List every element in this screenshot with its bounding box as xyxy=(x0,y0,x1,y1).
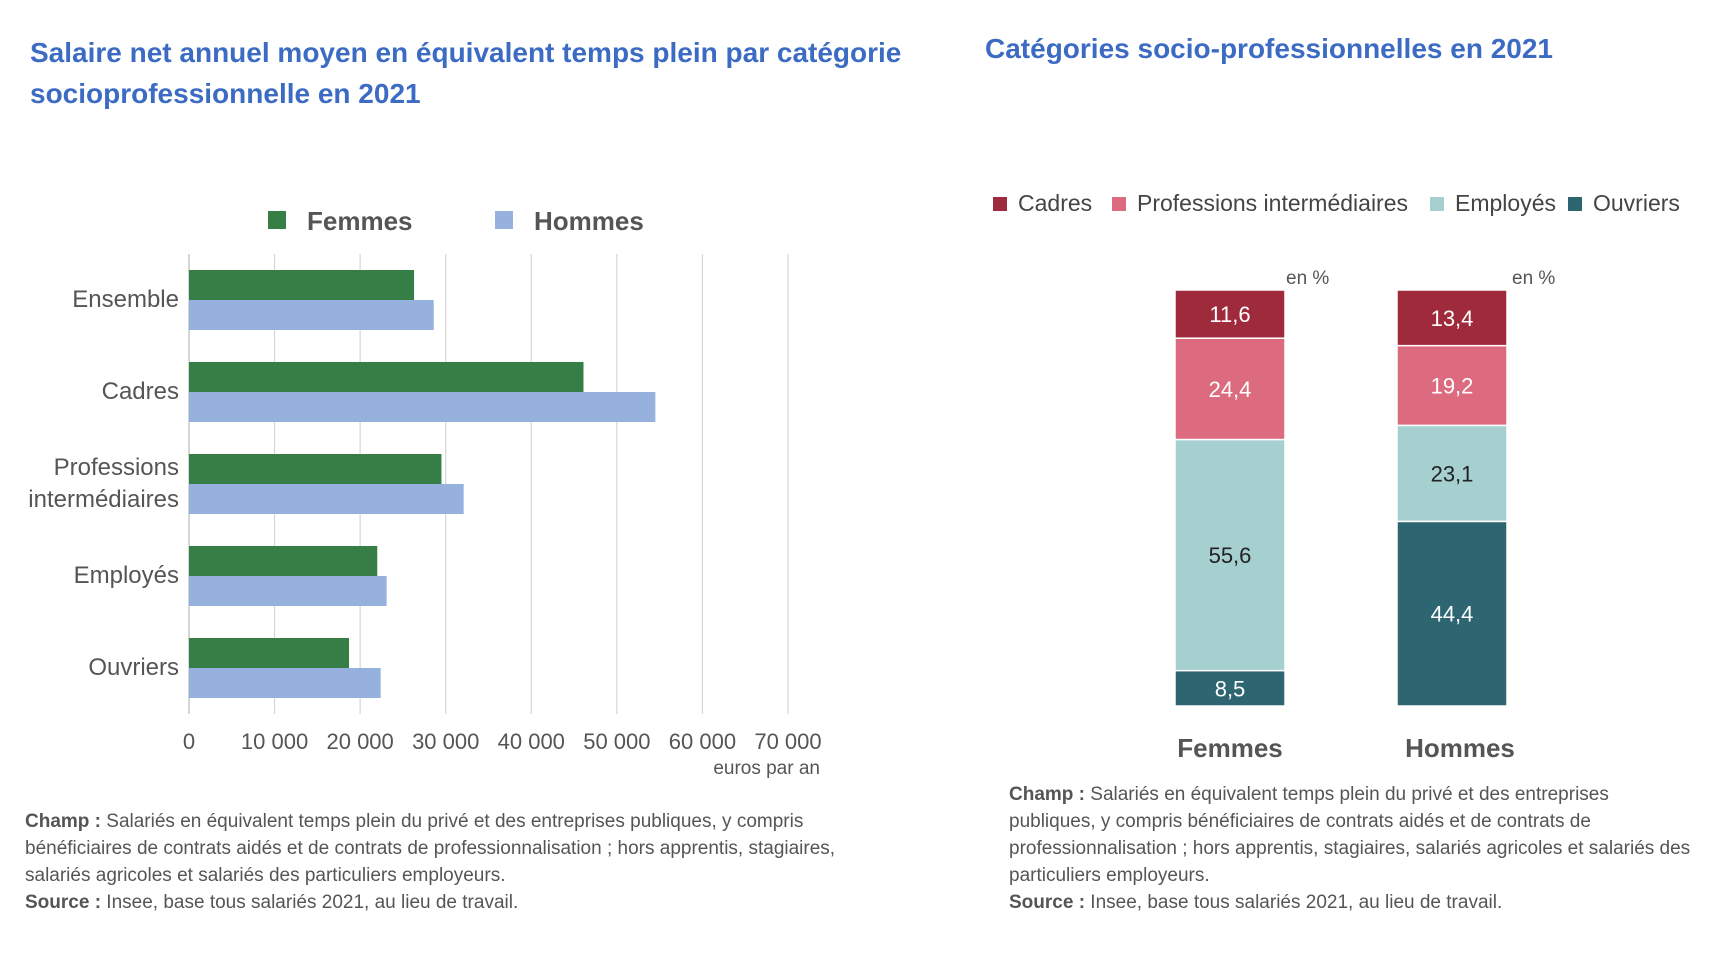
legend-cadres-swatch xyxy=(993,197,1007,211)
category-label-line: Professions xyxy=(53,454,179,481)
bar-hommes xyxy=(189,484,464,514)
unit-femmes: en % xyxy=(1286,268,1330,289)
bar-femmes xyxy=(189,270,415,300)
segment-employés xyxy=(1174,438,1286,672)
segment-cadres xyxy=(1396,289,1508,347)
left-champ-text: Salariés en équivalent temps plein du pr… xyxy=(25,811,836,886)
category-label-line: Employés xyxy=(73,562,179,589)
legend-ouvriers-swatch xyxy=(1568,197,1582,211)
x-tick-label: 60 000 xyxy=(669,729,736,754)
category-label: Ouvriers xyxy=(88,652,179,684)
category-label-line: Ensemble xyxy=(72,286,179,313)
category-label-line: Ouvriers xyxy=(88,654,179,681)
category-label: Ensemble xyxy=(72,284,179,316)
left-source-label: Source : xyxy=(25,892,102,913)
segment-value-label: 23,1 xyxy=(1431,461,1474,486)
segment-cadres xyxy=(1174,289,1286,339)
x-tick-label: 30 000 xyxy=(412,729,479,754)
right-chart-note: Champ : Salariés en équivalent temps ple… xyxy=(1009,781,1694,916)
bar-femmes xyxy=(189,454,442,484)
right-source-label: Source : xyxy=(1009,892,1086,913)
right-source-text: Insee, base tous salariés 2021, au lieu … xyxy=(1085,892,1503,913)
x-tick-label: 50 000 xyxy=(583,729,650,754)
unit-hommes: en % xyxy=(1512,268,1556,289)
right-chart-title: Catégories socio-professionnelles en 202… xyxy=(985,33,1553,64)
bar-hommes xyxy=(189,392,656,422)
legend-femmes-label: Femmes xyxy=(307,206,413,236)
right-champ-text: Salariés en équivalent temps plein du pr… xyxy=(1009,784,1691,886)
segment-employés xyxy=(1396,424,1508,523)
x-tick-label: 0 xyxy=(183,729,195,754)
segment-value-label: 55,6 xyxy=(1209,543,1252,568)
x-tick-label: 20 000 xyxy=(326,729,393,754)
category-label-line: intermédiaires xyxy=(28,486,179,513)
group-label-femmes: Femmes xyxy=(1177,733,1283,763)
legend-hommes-label: Hommes xyxy=(534,206,644,236)
segment-value-label: 13,4 xyxy=(1431,306,1474,331)
bar-femmes xyxy=(189,362,584,392)
segment-value-label: 24,4 xyxy=(1209,377,1252,402)
bar-femmes xyxy=(189,638,350,668)
legend-femmes-swatch xyxy=(268,211,286,229)
legend-ouvriers-label: Ouvriers xyxy=(1593,190,1680,216)
category-label-line: Cadres xyxy=(101,378,179,405)
segment-ouvriers xyxy=(1396,520,1508,707)
legend-cadres-label: Cadres xyxy=(1018,190,1093,216)
x-tick-label: 10 000 xyxy=(241,729,308,754)
x-axis-unit: euros par an xyxy=(713,758,820,779)
legend-employes-swatch xyxy=(1430,197,1444,211)
segment-value-label: 44,4 xyxy=(1431,602,1474,627)
category-label: Employés xyxy=(74,560,179,592)
left-chart-title: Salaire net annuel moyen en équivalent t… xyxy=(30,37,902,109)
left-source-text: Insee, base tous salariés 2021, au lieu … xyxy=(101,892,519,913)
bar-femmes xyxy=(189,546,378,576)
segment-value-label: 8,5 xyxy=(1215,676,1246,701)
group-label-hommes: Hommes xyxy=(1405,733,1515,763)
right-champ-label: Champ : xyxy=(1009,784,1085,805)
legend-employes-label: Employés xyxy=(1455,190,1556,216)
legend-prof-swatch xyxy=(1112,197,1126,211)
left-chart-note: Champ : Salariés en équivalent temps ple… xyxy=(25,808,855,916)
legend-prof-label: Professions intermédiaires xyxy=(1137,190,1409,216)
segment-professions-intermédiaires xyxy=(1396,344,1508,427)
bar-hommes xyxy=(189,668,381,698)
category-label: Professions intermédiaires xyxy=(28,452,179,516)
x-tick-label: 40 000 xyxy=(498,729,565,754)
segment-value-label: 19,2 xyxy=(1431,374,1474,399)
x-tick-label: 70 000 xyxy=(754,729,821,754)
legend-hommes-swatch xyxy=(495,211,513,229)
segment-value-label: 11,6 xyxy=(1209,302,1250,327)
category-label: Cadres xyxy=(102,376,179,408)
segment-ouvriers xyxy=(1174,669,1286,707)
left-champ-label: Champ : xyxy=(25,811,101,832)
bar-hommes xyxy=(189,576,387,606)
bar-hommes xyxy=(189,300,434,330)
